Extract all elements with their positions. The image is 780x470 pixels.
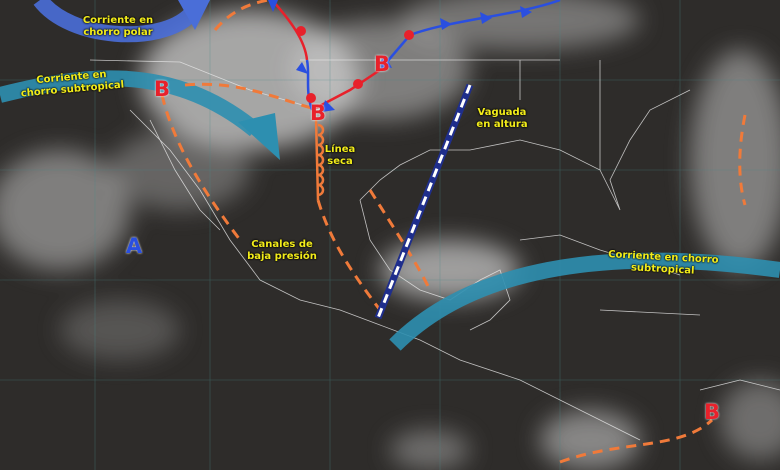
label-line: Canales de	[251, 239, 313, 250]
label-line: Corriente en	[82, 15, 154, 26]
polar-jet-label: Corriente en chorro polar	[83, 15, 153, 39]
stationary-front	[268, 0, 561, 112]
low-pressure-marker: B	[373, 52, 391, 76]
subtropical-jet-east	[389, 252, 780, 351]
label-line: seca	[327, 156, 353, 167]
dry-line	[314, 117, 325, 201]
upper-trough-label: Vaguada en altura	[476, 107, 527, 131]
surface-troughs	[160, 0, 747, 464]
label-line: baja presión	[247, 251, 317, 262]
high-pressure-marker: A	[125, 234, 143, 258]
low-pressure-channels-label: Canales de baja presión	[247, 239, 317, 263]
upper-level-trough	[374, 83, 474, 320]
label-line: en altura	[476, 119, 528, 130]
coastlines	[89, 59, 780, 441]
label-line: Línea	[324, 144, 356, 155]
label-line: chorro polar	[83, 27, 153, 38]
low-pressure-marker: B	[703, 400, 721, 424]
polar-jet-stream	[33, 0, 210, 43]
low-pressure-marker: B	[309, 101, 327, 125]
label-line: Vaguada	[477, 107, 527, 118]
subtropical-jet-west	[0, 70, 280, 160]
low-pressure-marker: B	[153, 77, 171, 101]
dry-line-label: Línea seca	[325, 144, 355, 168]
